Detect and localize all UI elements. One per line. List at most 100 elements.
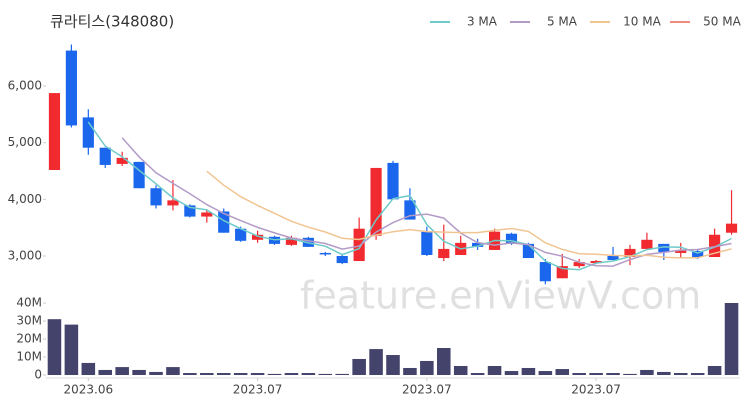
candle-body: [658, 243, 670, 252]
candle-body: [370, 167, 382, 236]
candle-body: [167, 200, 179, 206]
candle-body: [133, 161, 145, 189]
volume-bar: [98, 369, 113, 375]
volume-bar: [233, 373, 248, 375]
candle-body: [539, 262, 551, 282]
volume-bar: [81, 362, 96, 375]
volume-bar: [707, 366, 722, 375]
candle-body: [404, 200, 416, 220]
volume-bar: [657, 371, 671, 375]
volume-bar: [504, 371, 519, 375]
candle-body: [336, 256, 348, 264]
ma-line: [121, 137, 732, 267]
candle-body: [285, 237, 298, 245]
volume-bar: [437, 348, 451, 375]
candle-body: [421, 231, 433, 255]
candle-body: [353, 228, 365, 262]
candle-body: [251, 234, 264, 240]
volume-bar: [623, 373, 637, 375]
volume-bar: [453, 366, 468, 375]
volume-bar: [250, 373, 265, 375]
volume-bar: [640, 369, 654, 375]
volume-bar: [606, 373, 620, 375]
candle-body: [709, 234, 721, 258]
candle-body: [472, 242, 484, 247]
candle-body: [387, 162, 399, 200]
candle-body: [590, 261, 602, 264]
x-tick-label: 2023.06: [64, 383, 114, 397]
candle-body: [573, 262, 585, 267]
volume-bar: [64, 324, 79, 375]
candle-body: [505, 233, 518, 244]
candle-body: [150, 188, 162, 206]
candle-body: [319, 252, 331, 255]
volume-bar: [420, 360, 434, 375]
y-tick-label: 4,000: [8, 192, 42, 206]
volume-bar: [301, 373, 316, 375]
volume-tick-label: 30M: [16, 314, 42, 328]
y-tick-label: 5,000: [8, 135, 42, 149]
volume-bar: [369, 349, 383, 375]
candle-body: [438, 248, 450, 259]
x-tick-label: 2023.07: [571, 383, 621, 397]
volume-bar: [386, 355, 400, 375]
volume-bar: [589, 373, 603, 375]
volume-bar: [352, 358, 366, 375]
candle-body: [99, 147, 111, 165]
candle-body: [201, 212, 213, 217]
ma-line: [206, 170, 732, 259]
ma-line: [87, 121, 732, 271]
volume-bar: [318, 373, 333, 375]
volume-tick-label: 20M: [16, 332, 42, 346]
candle-body: [48, 93, 61, 170]
candle-body: [82, 117, 94, 148]
volume-bar: [132, 369, 146, 375]
volume-bar: [149, 371, 163, 375]
volume-bar: [200, 373, 214, 375]
candle-body: [624, 248, 636, 258]
volume-bar: [183, 373, 197, 375]
y-tick-label: 3,000: [8, 249, 42, 263]
volume-bar: [538, 371, 553, 375]
volume-bar: [115, 367, 129, 375]
candle-body: [522, 243, 535, 259]
candle-body: [692, 250, 704, 258]
legend-label: 10 MA: [623, 15, 661, 29]
candle-body: [235, 228, 247, 241]
y-tick-label: 6,000: [8, 79, 42, 93]
candle-body: [725, 223, 738, 233]
candle-body: [218, 211, 230, 233]
watermark: feature.enViewV.com: [300, 274, 701, 318]
candle-body: [556, 266, 568, 279]
candle-body: [607, 256, 619, 261]
volume-bar: [403, 367, 417, 375]
volume-bar: [284, 373, 299, 375]
legend-label: 50 MA: [703, 15, 741, 29]
volume-tick-label: 40M: [16, 296, 42, 310]
volume-bar: [487, 366, 502, 375]
volume-bar: [166, 367, 180, 375]
candle-body: [65, 50, 77, 126]
volume-bar: [690, 373, 705, 375]
volume-bar: [555, 369, 570, 375]
candle-body: [184, 205, 196, 217]
volume-bar: [572, 373, 586, 375]
volume-bar: [335, 373, 349, 375]
volume-bar: [673, 373, 688, 375]
volume-bar: [267, 373, 282, 375]
legend-label: 5 MA: [547, 15, 578, 29]
legend-label: 3 MA: [467, 15, 498, 29]
candle-body: [116, 157, 128, 164]
volume-tick-label: 10M: [16, 350, 42, 364]
x-tick-label: 2023.07: [402, 383, 452, 397]
candle-body: [641, 239, 653, 249]
volume-tick-label: 0: [34, 368, 42, 382]
chart-title: 큐라티스(348080): [50, 13, 174, 31]
volume-bar: [724, 303, 739, 375]
volume-bar: [47, 319, 62, 375]
volume-bar: [216, 373, 231, 375]
volume-bar: [521, 367, 536, 375]
volume-bar: [470, 373, 485, 375]
x-tick-label: 2023.07: [233, 383, 283, 397]
